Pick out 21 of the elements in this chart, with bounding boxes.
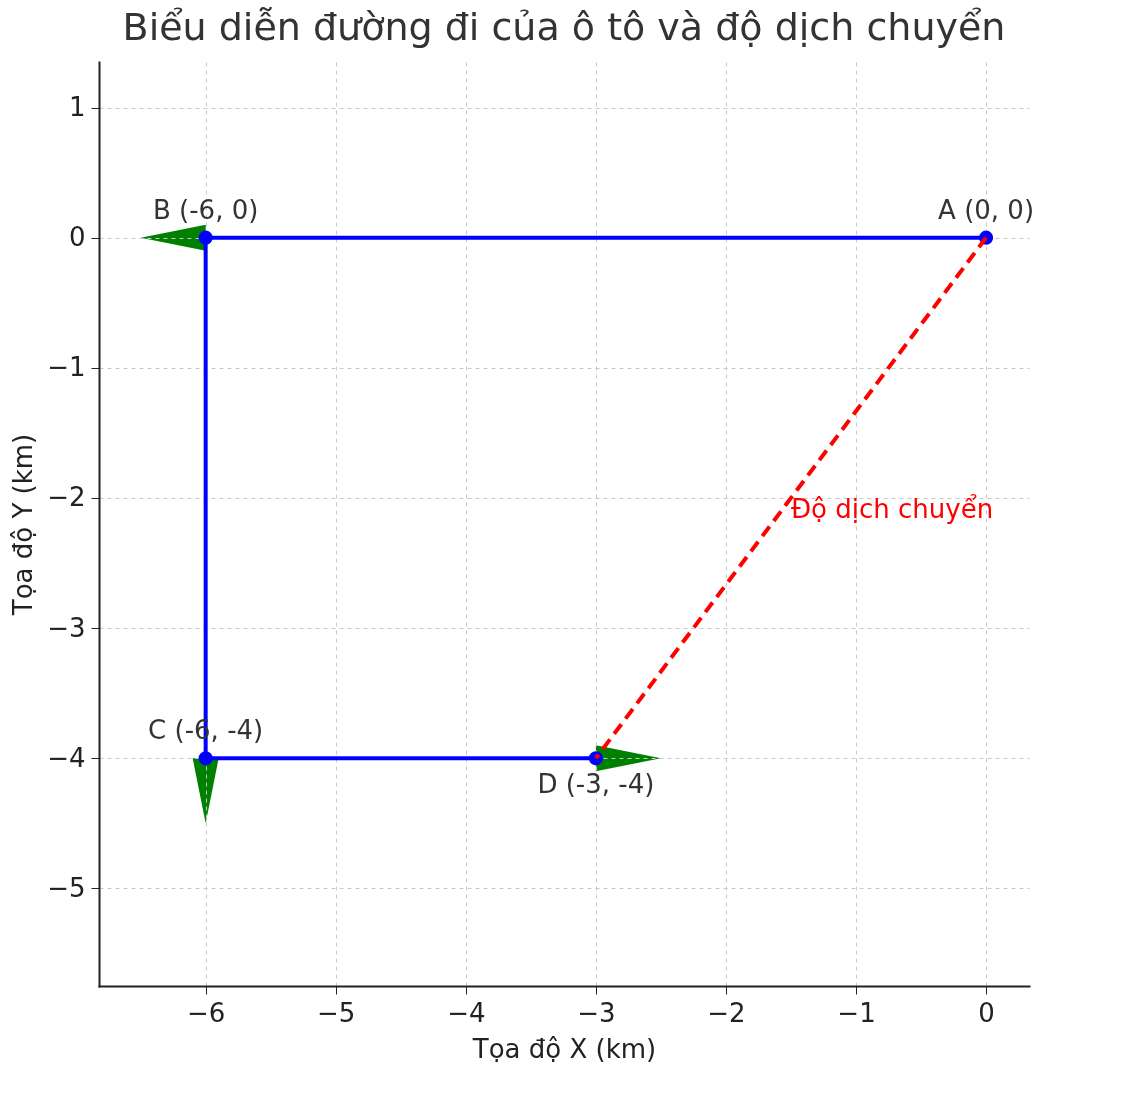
y-tick-label: 1 [68,92,86,123]
x-tick-label: −4 [447,997,486,1028]
x-axis-title: Tọa độ X (km) [471,1033,657,1064]
annotation: A (0, 0) [938,194,1035,225]
x-tick-label: −1 [837,997,876,1028]
y-axis-title: Tọa độ Y (km) [8,433,39,617]
x-tick-label: −3 [577,997,616,1028]
y-tick-label: −4 [47,742,86,773]
y-tick-label: −3 [47,612,86,643]
x-tick-label: −6 [186,997,226,1028]
x-tick-label: 0 [978,997,995,1028]
y-tick-label: 0 [68,222,86,253]
y-tick-label: −1 [47,352,86,383]
annotation: B (-6, 0) [152,194,259,225]
series-label: Độ dịch chuyển [790,493,994,524]
annotation: D (-3, -4) [537,769,655,800]
x-tick-label: −2 [707,997,746,1028]
x-tick-label: −5 [317,997,356,1028]
chart-title: Biểu diễn đường đi của ô tô và độ dịch chuyển [122,5,1006,49]
y-tick-label: −5 [47,872,86,903]
y-tick-label: −2 [47,482,86,513]
